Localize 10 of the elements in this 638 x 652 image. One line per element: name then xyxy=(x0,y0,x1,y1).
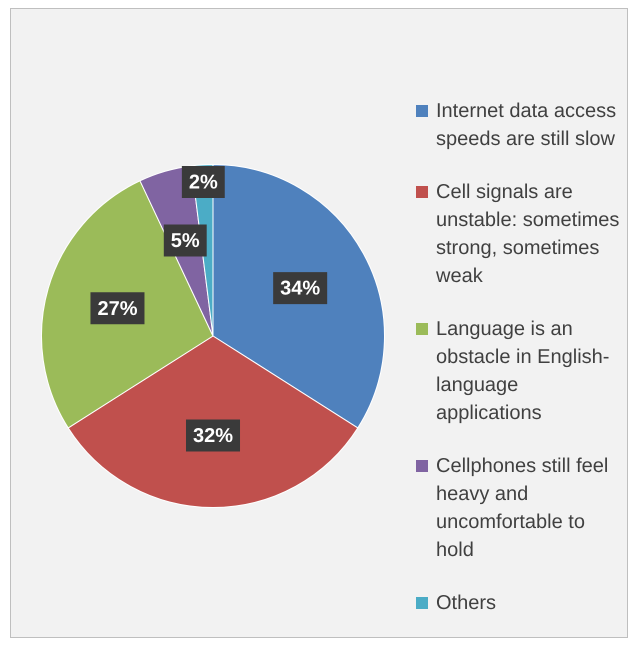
data-label: 27% xyxy=(97,298,138,320)
data-label: 32% xyxy=(192,424,234,447)
legend-label: Internet data access speeds are still slow xyxy=(436,99,618,152)
data-label: 5% xyxy=(170,230,200,252)
legend-label: Language is an obstacle in English-language applications xyxy=(436,317,610,426)
data-label: 2% xyxy=(188,171,218,194)
data-label: 34% xyxy=(280,278,320,300)
legend-label: Cell signals are unstable: sometimes strong, sometimes weak xyxy=(436,180,620,289)
legend-label: Cellphones still feel heavy and uncomfortable to hold xyxy=(436,454,610,563)
legend-label: Others xyxy=(436,591,496,616)
